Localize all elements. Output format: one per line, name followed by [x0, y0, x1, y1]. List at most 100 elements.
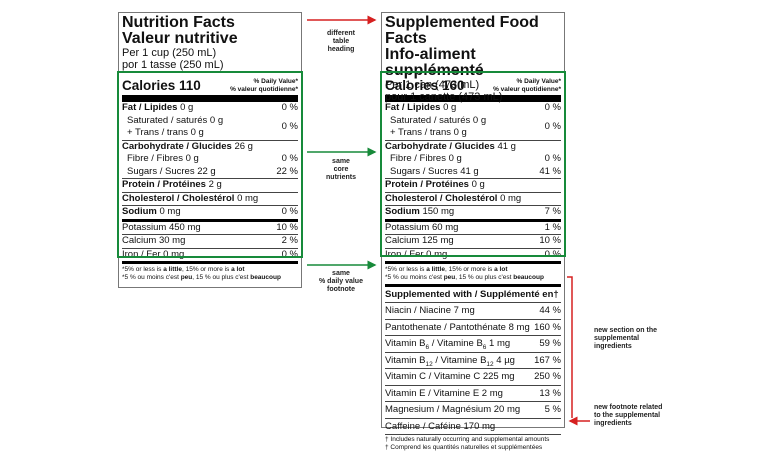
line: Fat / Lipides 0 g — [385, 102, 456, 115]
text: / Vitamine B — [429, 338, 483, 349]
text: Niacin / Niacine 7 mg — [385, 305, 475, 316]
text: Cholesterol / Cholestérol — [122, 192, 235, 204]
annotation: same core nutrients — [311, 158, 371, 182]
heading: Supplemented Food Facts Info-aliment supp… — [385, 13, 561, 104]
line: Vitamin B6 / Vitamine B6 1 mg — [385, 336, 510, 352]
title: Supplemented Food Facts — [385, 14, 539, 47]
nutrient-row: Fat / Lipides 0 g 0 % — [122, 99, 298, 115]
text: Potassium 60 mg — [385, 221, 459, 233]
footnote-line: † Includes naturally occurring and suppl… — [385, 436, 550, 443]
text: *5% or less is — [122, 266, 164, 273]
text: a little — [426, 266, 445, 273]
line: Sodium 0 mg — [122, 206, 181, 219]
daily-value: 44 % — [539, 305, 561, 316]
serving: por 1 tasse (250 mL) — [122, 59, 224, 71]
annotation-line: to the supplemental — [594, 412, 661, 419]
line: Caffeine / Caféine 170 mg — [385, 419, 495, 435]
nutrient-row: Calcium 30 mg 2 % — [122, 234, 298, 248]
line: Potassium 450 mg — [122, 222, 201, 235]
line: Cholesterol / Cholestérol 0 mg — [122, 193, 258, 206]
annotation-line: different — [327, 30, 355, 37]
text: Fat / Lipides — [122, 102, 178, 113]
line: Saturated / saturés 0 g — [390, 115, 486, 128]
nutrient: Iron / Fer 0 mg — [385, 249, 447, 262]
line: Fibre / Fibres 0 g — [390, 153, 462, 166]
nutrient: Protein / Protéines 2 g — [122, 179, 222, 192]
line: + Trans / trans 0 g — [127, 127, 223, 140]
text: Carbohydrate / Glucides — [122, 140, 232, 152]
nutrient: Sodium 150 mg — [385, 206, 454, 219]
nutrient: Vitamin B6 / Vitamine B6 1 mg — [385, 336, 510, 352]
text: Fat / Lipides — [385, 102, 441, 113]
nutrient: Fat / Lipides 0 g — [122, 102, 193, 115]
line: Vitamin B12 / Vitamine B12 4 µg — [385, 353, 515, 369]
text: / Vitamine B — [432, 354, 487, 366]
text: Saturated / saturés 0 g — [127, 114, 224, 126]
line: Niacin / Niacine 7 mg — [385, 303, 475, 319]
annotation-line: heading — [327, 46, 355, 53]
text: 12 — [425, 360, 433, 368]
nutrient: Magnesium / Magnésium 20 mg — [385, 402, 520, 418]
daily-value: 0 % — [544, 153, 561, 164]
text: Protein / Protéines — [122, 179, 206, 190]
line: Sugars / Sucres 22 g — [127, 166, 216, 179]
line: Fat / Lipides 0 g — [122, 102, 193, 115]
text: , 15 % ou plus c'est — [192, 274, 251, 281]
text: 41 g — [494, 140, 516, 152]
text: Cholesterol / Cholestérol — [385, 192, 498, 204]
section-footnote: † Includes naturally occurring and suppl… — [385, 434, 561, 452]
nutrient-row: Sodium 0 mg 0 % — [122, 205, 298, 219]
title: Valeur nutritive — [122, 30, 238, 47]
daily-value: 5 % — [544, 404, 561, 415]
nutrient: Sugars / Sucres 41 g — [385, 166, 479, 179]
calories: Calories 110 — [122, 78, 201, 93]
text: 6 — [482, 343, 487, 351]
nutrient: Carbohydrate / Glucides 26 g — [122, 141, 253, 154]
text: Sodium — [385, 206, 420, 217]
nutrient: Carbohydrate / Glucides 41 g — [385, 141, 516, 154]
footnote-line: *5% or less is a little, 15% or more is … — [385, 266, 561, 274]
annotation-line: footnote — [327, 286, 355, 293]
text: peu — [180, 274, 193, 281]
text: Vitamin E / Vitamine E 2 mg — [385, 387, 503, 399]
calories-row: Calories 110 % Daily Value*% valeur quoti… — [122, 77, 298, 99]
text: 4 µg — [493, 354, 515, 366]
heading: Nutrition Facts Valeur nutritive Per 1 cup… — [122, 13, 298, 75]
text: *5 % ou moins c'est — [122, 274, 181, 281]
serving: Per 1 can (473 mL) — [385, 79, 480, 91]
nutrient: Calcium 125 mg — [385, 235, 454, 248]
nutrient: Fibre / Fibres 0 g — [122, 153, 199, 166]
dv-header: % Daily Value*% valeur quotidienne* — [493, 77, 561, 94]
footnote-line: *5 % ou moins c'est peu, 15 % ou plus c'… — [122, 274, 298, 282]
nutrient-row: Cholesterol / Cholestérol 0 mg — [385, 191, 561, 206]
nutrient-row: Vitamin C / Vitamine C 225 mg 250 % — [385, 368, 561, 385]
daily-value: 0 % — [281, 120, 298, 132]
annotation-line: supplemental — [594, 335, 640, 342]
line: Potassium 60 mg — [385, 222, 458, 235]
title: Info-aliment supplémenté — [385, 46, 484, 79]
text: + Trans / trans 0 g — [390, 127, 467, 138]
line: Iron / Fer 0 mg — [385, 249, 447, 262]
nutrient-row: Iron / Fer 0 mg 0 % — [122, 247, 298, 262]
annotation: different table heading — [311, 30, 371, 54]
daily-value: 1 % — [544, 221, 561, 233]
daily-value: 41 % — [539, 165, 561, 177]
text: *5 % ou moins c'est — [385, 274, 444, 281]
text: *5% or less is — [385, 266, 427, 273]
text: 0 mg — [497, 192, 522, 204]
nutrient: Fat / Lipides 0 g — [385, 102, 456, 115]
text: 0 g — [468, 179, 485, 190]
line: Calcium 125 mg — [385, 235, 454, 248]
nutrient-row: Carbohydrate / Glucides 41 g — [385, 139, 561, 154]
page: Nutrition Facts Valeur nutritive Per 1 cup… — [117, 12, 663, 451]
annotation-line: new section on the — [594, 327, 658, 334]
nutrient-row: Cholesterol / Cholestérol 0 mg — [122, 191, 298, 206]
footnote-line: *5 % ou moins c'est peu, 15 % ou plus c'… — [385, 274, 561, 282]
text: Potassium 450 mg — [122, 221, 201, 233]
text: Sugars / Sucres 41 g — [390, 165, 479, 177]
text: Protein / Protéines — [385, 179, 469, 190]
text: 0 mg — [234, 192, 259, 204]
nutrient-row: Carbohydrate / Glucides 26 g — [122, 139, 298, 154]
text: Iron / Fer 0 mg — [385, 248, 448, 260]
daily-value: 167 % — [534, 354, 561, 366]
